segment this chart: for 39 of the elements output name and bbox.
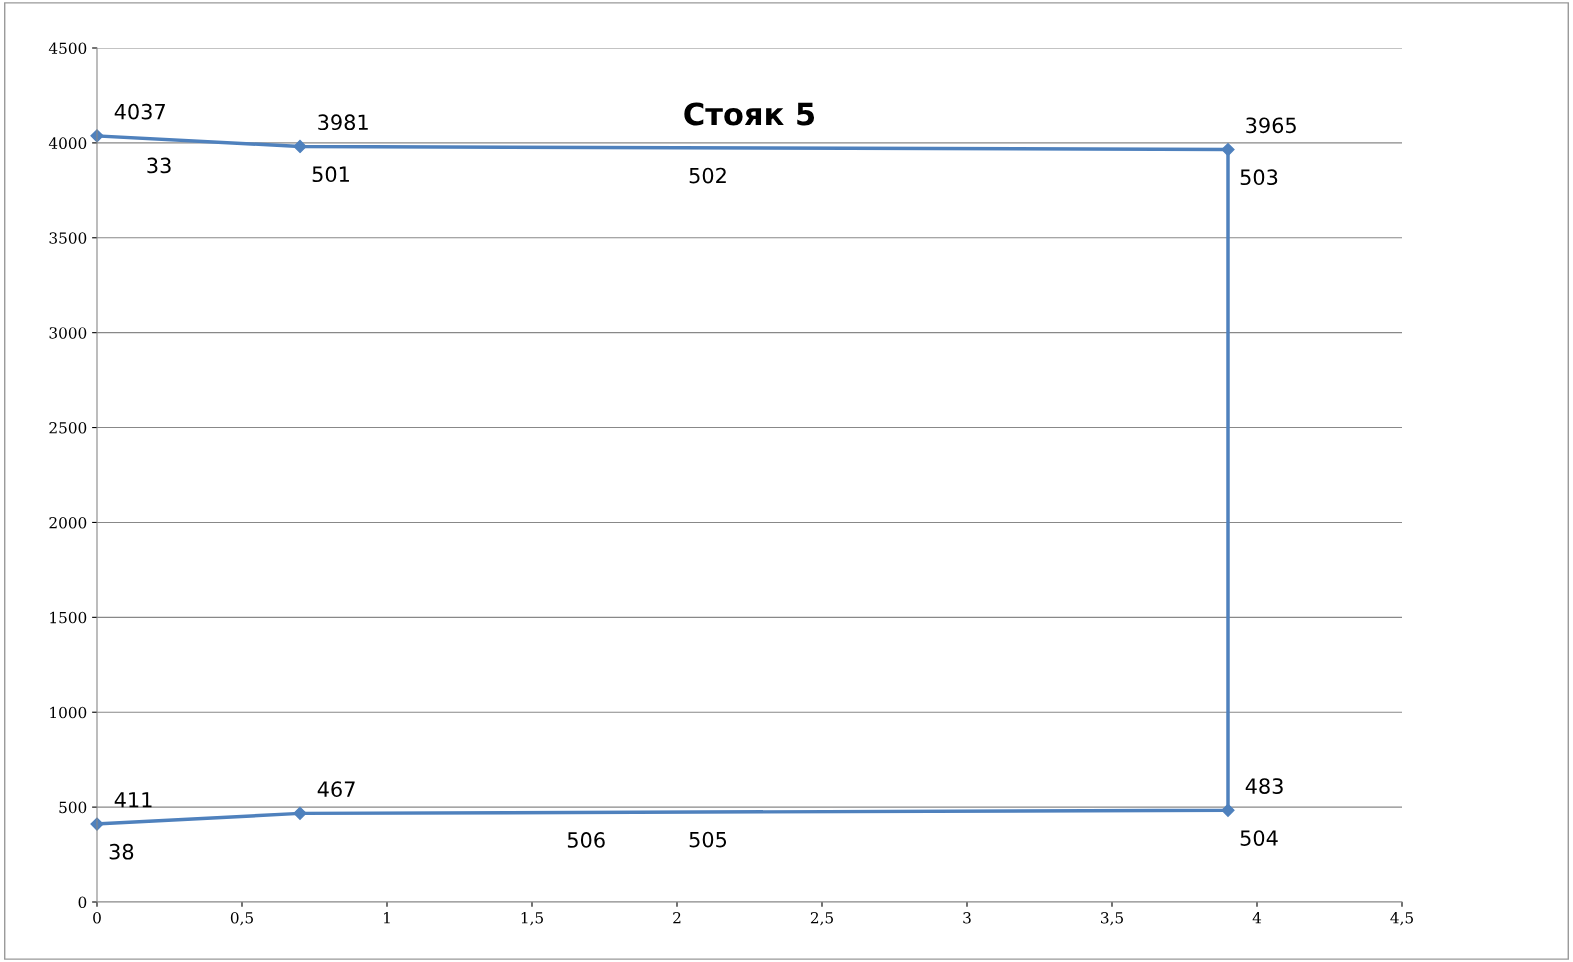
y-tick-label: 2000 xyxy=(49,516,87,529)
data-label: 3981 xyxy=(318,114,368,131)
data-label: 483 xyxy=(1245,778,1283,794)
point xyxy=(1221,142,1235,157)
x-tick-label: 0 xyxy=(93,911,101,924)
x-tick-label: 3,5 xyxy=(1101,911,1123,926)
y-tick-label: 3000 xyxy=(49,327,87,339)
data-label: 467 xyxy=(317,781,355,797)
x-tick-label: 1,5 xyxy=(521,911,543,926)
point xyxy=(293,139,307,154)
x-tick-label: 1 xyxy=(384,911,390,924)
y-tick-label: 2500 xyxy=(49,422,87,434)
annotation: 506 xyxy=(567,832,605,848)
data-label: 411 xyxy=(114,792,152,808)
annotation: 501 xyxy=(312,166,349,183)
annotation: 503 xyxy=(1240,169,1278,186)
x-tick-label: 3 xyxy=(963,911,971,924)
data-label: 3965 xyxy=(1246,117,1296,134)
annotation: 505 xyxy=(689,831,727,848)
annotation: 504 xyxy=(1240,830,1278,846)
y-tick-label: 3500 xyxy=(49,232,87,244)
x-tick-label: 2,5 xyxy=(810,911,833,926)
annotation: 33 xyxy=(147,157,171,174)
y-tick-label: 1000 xyxy=(50,706,87,719)
annotation: 38 xyxy=(109,843,134,860)
x-tick-label: 4,5 xyxy=(1390,911,1413,926)
data-label: 4037 xyxy=(114,103,165,120)
x-tick-label: 4 xyxy=(1252,911,1262,924)
y-tick-label: 1500 xyxy=(50,611,87,624)
y-tick-label: 500 xyxy=(59,801,87,814)
point xyxy=(1221,803,1235,817)
annotation: 502 xyxy=(689,167,726,184)
y-tick-label: 4500 xyxy=(48,42,87,55)
y-tick-label: 0 xyxy=(78,896,87,909)
text: Стояк 5 xyxy=(684,102,815,126)
y-tick-label: 4000 xyxy=(48,137,87,149)
x-tick-label: 0,5 xyxy=(230,911,253,926)
point xyxy=(293,806,307,820)
x-tick-label: 2 xyxy=(673,911,681,924)
